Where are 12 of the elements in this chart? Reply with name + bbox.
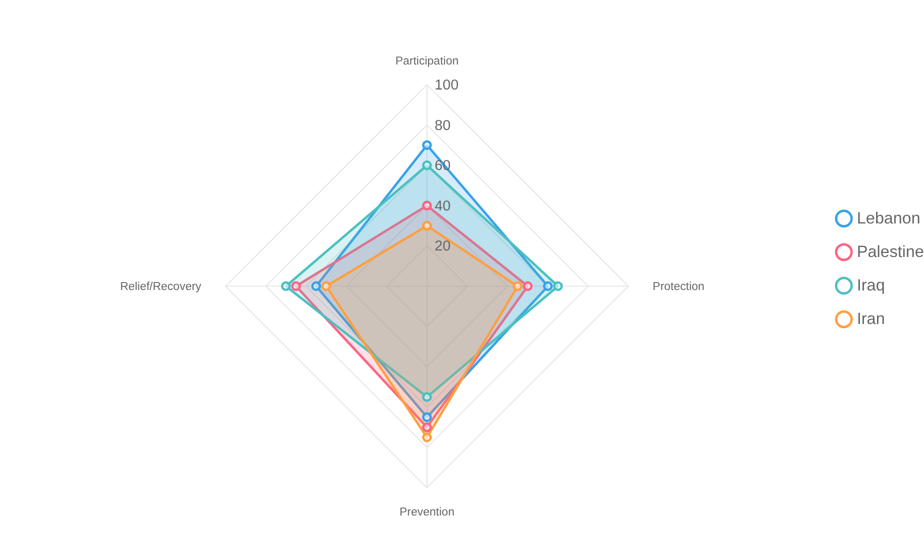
legend-label: Iraq	[856, 276, 885, 295]
spoke-label: Prevention	[399, 506, 454, 519]
y-tick-label: 40	[434, 198, 451, 214]
y-tick-label: 20	[434, 238, 451, 255]
spoke-label: Relief/Recovery	[120, 281, 202, 294]
spoke-label: Participation	[395, 55, 459, 68]
y-tick-label: 100	[434, 77, 459, 94]
spoke-label: Protection	[652, 281, 704, 294]
legend-label: Iran	[856, 310, 885, 328]
legend-label: Palestine	[856, 242, 924, 261]
y-tick-label: 80	[434, 118, 451, 134]
legend-label: Lebanon	[856, 209, 920, 228]
